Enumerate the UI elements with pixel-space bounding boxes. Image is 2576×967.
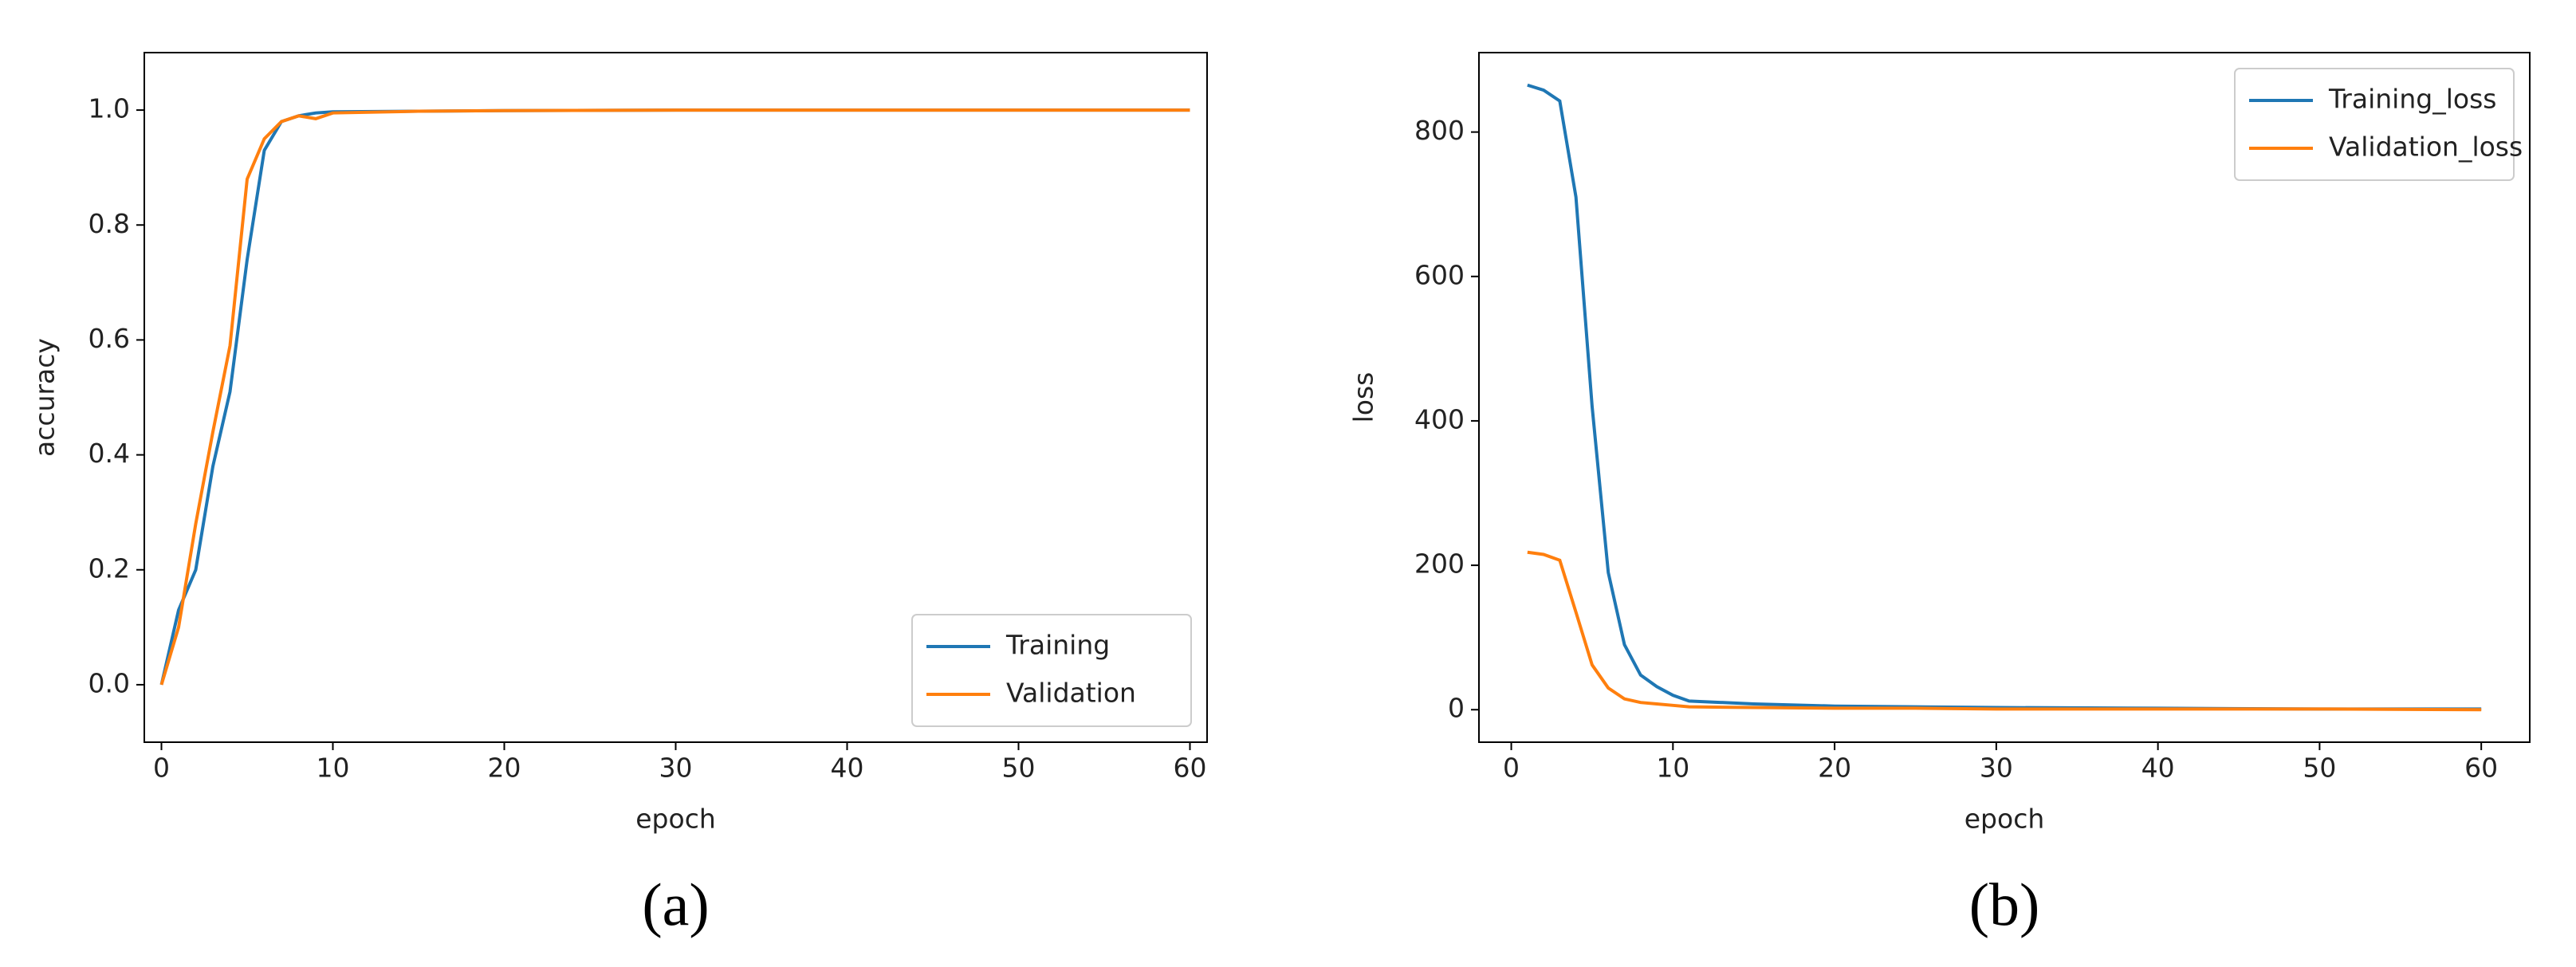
- x-tick-label: 50: [2303, 753, 2336, 784]
- y-tick-label: 1.0: [88, 93, 130, 124]
- x-tick-label: 30: [1980, 753, 2013, 784]
- y-tick-label: 0.2: [88, 552, 130, 584]
- y-axis-label: accuracy: [29, 338, 61, 457]
- x-axis-label: epoch: [1964, 804, 2045, 835]
- x-tick-label: 10: [1656, 753, 1689, 784]
- y-tick-label: 400: [1414, 403, 1465, 434]
- y-tick-label: 600: [1414, 259, 1465, 290]
- x-tick-label: 0: [1503, 753, 1520, 784]
- legend-box: [911, 614, 1192, 727]
- x-axis-label: epoch: [635, 804, 716, 835]
- x-tick-label: 50: [1002, 753, 1036, 784]
- caption: (a): [642, 871, 709, 938]
- legend-label: Training: [1005, 630, 1110, 661]
- series-line: [1527, 550, 2482, 712]
- series-line: [159, 108, 1190, 686]
- y-tick-label: 800: [1414, 115, 1465, 146]
- x-tick-label: 20: [488, 753, 521, 784]
- x-tick-label: 20: [1818, 753, 1851, 784]
- x-tick-label: 30: [659, 753, 693, 784]
- plot-frame: [1478, 52, 2531, 743]
- x-tick-label: 40: [831, 753, 864, 784]
- y-tick-label: 0.4: [88, 438, 130, 469]
- x-tick-label: 40: [2141, 753, 2175, 784]
- y-tick-label: 0.8: [88, 208, 130, 239]
- legend-label: Validation_loss: [2329, 132, 2523, 163]
- x-tick-label: 0: [153, 753, 170, 784]
- y-tick-label: 0.0: [88, 667, 130, 698]
- series-line: [159, 108, 1190, 686]
- caption: (b): [1969, 871, 2040, 938]
- y-axis-label: loss: [1348, 372, 1379, 423]
- x-tick-label: 60: [1174, 753, 1207, 784]
- x-tick-label: 10: [317, 753, 350, 784]
- y-tick-label: 0.6: [88, 323, 130, 354]
- legend-label: Training_loss: [2328, 84, 2496, 115]
- legend-label: Validation: [1006, 678, 1136, 709]
- y-tick-label: 0: [1448, 693, 1465, 724]
- legend-box: [2234, 68, 2515, 181]
- y-tick-label: 200: [1414, 548, 1465, 580]
- x-tick-label: 60: [2464, 753, 2498, 784]
